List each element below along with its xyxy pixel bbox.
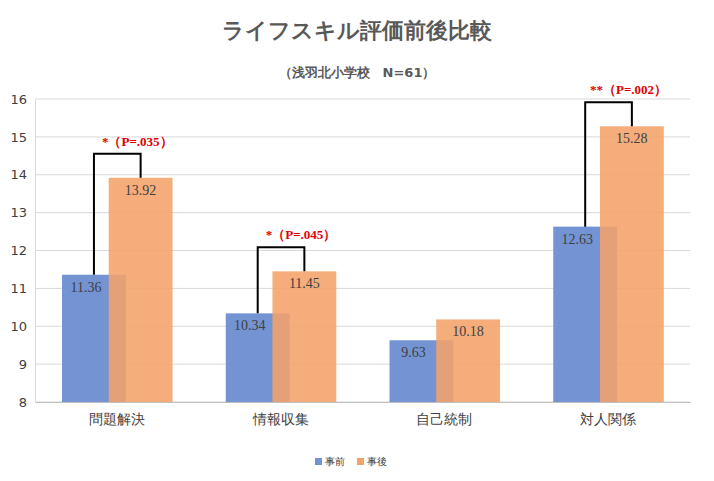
y-tick-label: 8 bbox=[19, 395, 27, 410]
y-tick-label: 12 bbox=[10, 243, 27, 258]
bar bbox=[600, 126, 664, 402]
y-tick: 8 bbox=[19, 395, 35, 410]
significance-bracket bbox=[94, 154, 141, 275]
y-tick: 14 bbox=[10, 167, 35, 182]
y-axis: 8 9 10 11 12 13 14 15 16 bbox=[10, 92, 35, 410]
chart: ライフスキル評価前後比較 （浅羽北小学校 N=61） 8 9 10 11 12 13 14 15 1… bbox=[0, 0, 714, 481]
y-tick: 16 bbox=[10, 92, 35, 107]
legend-label: 事後 bbox=[367, 456, 387, 467]
plot: 8 9 10 11 12 13 14 15 16 問題解決 情報収集 自己統制 対人関係 11.36 10.… bbox=[10, 82, 690, 427]
y-tick-label: 14 bbox=[10, 167, 27, 182]
y-tick: 13 bbox=[10, 205, 35, 220]
y-tick-label: 15 bbox=[10, 130, 27, 145]
annotations: *（P=.035） *（P=.045） **（P=.002） bbox=[94, 82, 667, 313]
x-tick: 情報収集 bbox=[252, 402, 309, 427]
y-tick: 10 bbox=[10, 319, 35, 334]
data-label: 10.18 bbox=[452, 324, 484, 339]
annotation: *（P=.035） bbox=[102, 134, 173, 149]
x-tick: 対人関係 bbox=[580, 402, 636, 427]
bars bbox=[62, 126, 664, 402]
y-tick-label: 16 bbox=[10, 92, 27, 107]
significance-bracket bbox=[258, 247, 305, 313]
x-tick-label: 自己統制 bbox=[416, 411, 472, 427]
title: ライフスキル評価前後比較 bbox=[222, 18, 493, 43]
data-label: 12.63 bbox=[561, 232, 593, 247]
legend-swatch bbox=[357, 458, 364, 465]
x-tick: 問題解決 bbox=[89, 402, 145, 427]
legend-label: 事前 bbox=[325, 456, 345, 467]
data-label: 11.36 bbox=[70, 280, 101, 295]
x-tick: 自己統制 bbox=[416, 402, 472, 427]
data-labels: 11.36 10.34 9.63 12.63 13.92 11.45 10.18 15.28 bbox=[70, 131, 647, 360]
bar bbox=[109, 178, 173, 402]
series bbox=[109, 126, 664, 402]
y-tick: 9 bbox=[19, 357, 35, 372]
y-tick: 12 bbox=[10, 243, 35, 258]
data-label: 11.45 bbox=[289, 276, 320, 291]
y-tick-label: 9 bbox=[19, 357, 27, 372]
x-axis: 問題解決 情報収集 自己統制 対人関係 bbox=[36, 402, 691, 427]
annotation: *（P=.045） bbox=[266, 227, 337, 242]
grid-line bbox=[35, 99, 690, 100]
data-label: 15.28 bbox=[616, 131, 648, 146]
subtitle: （浅羽北小学校 N=61） bbox=[279, 65, 436, 80]
y-tick: 11 bbox=[10, 281, 35, 296]
legend-swatch bbox=[315, 458, 322, 465]
y-tick-label: 10 bbox=[10, 319, 27, 334]
y-tick-label: 11 bbox=[10, 281, 27, 296]
grid-line bbox=[35, 174, 690, 175]
data-label: 13.92 bbox=[125, 183, 157, 198]
x-tick-label: 対人関係 bbox=[580, 411, 636, 427]
bar bbox=[272, 271, 336, 402]
grid bbox=[35, 99, 690, 402]
significance-bracket bbox=[585, 102, 632, 226]
y-axis-line bbox=[35, 100, 36, 403]
data-label: 9.63 bbox=[401, 345, 426, 360]
x-tick-label: 情報収集 bbox=[252, 411, 309, 427]
x-axis-line bbox=[36, 402, 691, 403]
y-tick-label: 13 bbox=[10, 205, 27, 220]
legend: 事前 事後 bbox=[315, 456, 387, 467]
bar bbox=[436, 319, 500, 402]
x-tick-label: 問題解決 bbox=[89, 411, 145, 427]
annotation: **（P=.002） bbox=[590, 82, 667, 97]
data-label: 10.34 bbox=[234, 318, 266, 333]
y-tick: 15 bbox=[10, 130, 35, 145]
